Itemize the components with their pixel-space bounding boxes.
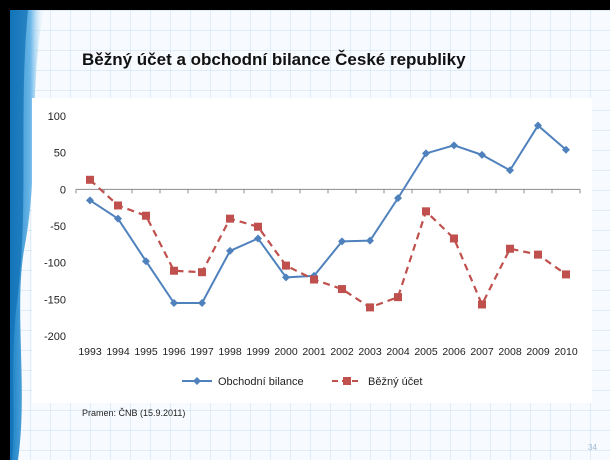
x-tick-label: 1994 xyxy=(106,346,130,358)
data-point-bezny-ucet xyxy=(226,214,234,223)
slide-decorative-band xyxy=(10,10,44,460)
x-tick-label: 2006 xyxy=(442,346,466,358)
legend-marker-2 xyxy=(343,377,351,385)
x-tick-label: 2003 xyxy=(358,346,382,358)
data-point-bezny-ucet xyxy=(366,303,374,312)
x-tick-label: 2010 xyxy=(554,346,578,358)
data-point-bezny-ucet xyxy=(506,244,514,253)
x-tick-label: 2002 xyxy=(330,346,354,358)
slide-title: Běžný účet a obchodní bilance České repu… xyxy=(82,50,466,69)
x-tick-label: 1993 xyxy=(78,346,102,358)
data-point-obchodni-bilance xyxy=(86,196,94,205)
data-point-obchodni-bilance xyxy=(506,166,514,175)
source-note: Pramen: ČNB (15.9.2011) xyxy=(82,408,186,418)
y-tick-label: -150 xyxy=(44,294,66,306)
x-tick-label: 2008 xyxy=(498,346,522,358)
data-point-obchodni-bilance xyxy=(114,214,122,223)
data-point-obchodni-bilance xyxy=(534,121,542,130)
data-point-obchodni-bilance xyxy=(170,299,178,307)
legend-label-2: Běžný účet xyxy=(368,376,422,388)
data-point-obchodni-bilance xyxy=(254,234,262,243)
y-tick-label: -100 xyxy=(44,258,66,270)
y-tick-label: 100 xyxy=(48,111,66,123)
series-line-2 xyxy=(89,178,567,309)
x-tick-label: 1997 xyxy=(190,346,214,358)
y-tick-label: 50 xyxy=(54,148,66,160)
x-tick-label: 2000 xyxy=(274,346,298,358)
data-point-obchodni-bilance xyxy=(142,257,150,266)
data-point-obchodni-bilance xyxy=(422,149,430,158)
y-tick-label: -200 xyxy=(44,331,66,343)
data-point-bezny-ucet xyxy=(478,300,486,309)
data-point-bezny-ucet xyxy=(198,268,206,277)
x-tick-label: 2005 xyxy=(414,346,438,358)
data-point-bezny-ucet xyxy=(422,207,430,216)
legend-marker-1 xyxy=(193,377,201,385)
slide: Běžný účet a obchodní bilance České repu… xyxy=(10,10,610,460)
data-point-bezny-ucet xyxy=(142,211,150,220)
legend-label-1: Obchodní bilance xyxy=(218,376,304,388)
chart-area: 100 50 0 -50 -100 -150 -200 1993 1994 1995 1996 199… xyxy=(32,98,592,403)
data-point-bezny-ucet xyxy=(534,250,542,259)
data-point-bezny-ucet xyxy=(254,222,262,231)
data-point-obchodni-bilance xyxy=(450,141,458,150)
x-tick-label: 1995 xyxy=(134,346,158,358)
data-point-bezny-ucet xyxy=(394,293,402,302)
x-tick-label: 1999 xyxy=(246,346,270,358)
y-tick-label: 0 xyxy=(60,184,66,196)
x-tick-label: 2007 xyxy=(470,346,494,358)
data-point-bezny-ucet xyxy=(282,261,290,270)
data-point-obchodni-bilance xyxy=(394,194,402,203)
data-point-obchodni-bilance xyxy=(338,237,346,246)
data-point-obchodni-bilance xyxy=(198,299,206,307)
data-point-bezny-ucet xyxy=(310,275,318,284)
x-tick-label: 1996 xyxy=(162,346,186,358)
x-tick-label: 1998 xyxy=(218,346,242,358)
data-point-bezny-ucet xyxy=(338,285,346,294)
x-tick-label: 2001 xyxy=(302,346,326,358)
data-point-obchodni-bilance xyxy=(282,273,290,282)
line-chart: 100 50 0 -50 -100 -150 -200 1993 1994 1995 1996 199… xyxy=(44,111,581,388)
data-point-bezny-ucet xyxy=(562,270,570,279)
y-tick-label: -50 xyxy=(50,221,66,233)
page-number: 34 xyxy=(588,443,597,452)
data-point-bezny-ucet xyxy=(114,201,122,210)
data-point-obchodni-bilance xyxy=(478,150,486,159)
data-point-bezny-ucet xyxy=(450,234,458,243)
data-point-obchodni-bilance xyxy=(366,236,374,245)
x-tick-label: 2004 xyxy=(386,346,410,358)
series-line-1 xyxy=(89,124,567,304)
x-tick-label: 2009 xyxy=(526,346,550,358)
data-point-obchodni-bilance xyxy=(562,145,570,154)
data-point-bezny-ucet xyxy=(86,175,94,184)
data-point-bezny-ucet xyxy=(170,266,178,275)
data-point-obchodni-bilance xyxy=(226,246,234,255)
